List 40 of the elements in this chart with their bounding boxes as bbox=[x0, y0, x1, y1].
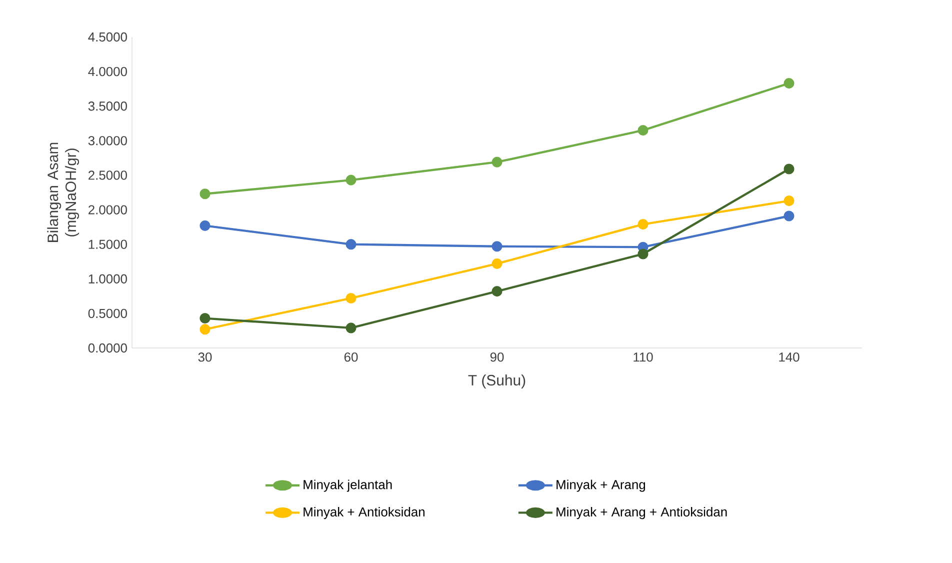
legend-label: Minyak + Antioksidan bbox=[304, 507, 424, 520]
y-axis-title: Bilangan Asam (mgNaOH/gr) bbox=[47, 142, 80, 242]
y-tick-label: 4.5000 bbox=[88, 32, 127, 42]
point bbox=[346, 239, 356, 250]
y-tick-label: 4.0000 bbox=[88, 66, 127, 76]
legend-label: Minyak + Arang bbox=[556, 480, 646, 492]
point bbox=[784, 210, 794, 222]
x-tick-label: 60 bbox=[344, 352, 358, 362]
point bbox=[492, 156, 502, 168]
y-tick-label: 0.5000 bbox=[88, 308, 127, 318]
point bbox=[200, 220, 210, 231]
y-tick-label: 1.0000 bbox=[88, 274, 127, 284]
y-tick-label: 3.0000 bbox=[88, 136, 127, 146]
point bbox=[346, 174, 356, 186]
point bbox=[492, 241, 502, 252]
point bbox=[784, 164, 794, 174]
y-tick-label: 2.0000 bbox=[88, 205, 127, 214]
legend-label: Minyak jelantah bbox=[304, 480, 392, 492]
point bbox=[638, 248, 648, 260]
point bbox=[492, 286, 502, 297]
point bbox=[200, 313, 210, 324]
x-tick-label: 30 bbox=[198, 352, 212, 362]
point bbox=[200, 324, 210, 335]
x-tick-label: 90 bbox=[490, 352, 504, 362]
point bbox=[638, 125, 648, 136]
legend-label: Minyak + Arang + Antioksidan bbox=[556, 507, 727, 520]
point bbox=[346, 322, 356, 334]
x-axis-title: T (Suhu) bbox=[468, 374, 526, 388]
point bbox=[784, 78, 794, 89]
x-tick-label: 110 bbox=[634, 352, 653, 362]
point bbox=[492, 258, 502, 269]
y-tick-label: 0.0000 bbox=[88, 343, 127, 353]
y-tick-label: 3.5000 bbox=[88, 102, 127, 111]
y-tick-label: 2.5000 bbox=[88, 170, 127, 180]
point bbox=[638, 219, 648, 230]
x-tick-label: 140 bbox=[779, 352, 800, 362]
y-tick-label: 1.5000 bbox=[88, 240, 127, 249]
point bbox=[346, 292, 356, 304]
point bbox=[200, 188, 210, 200]
point bbox=[784, 196, 794, 206]
